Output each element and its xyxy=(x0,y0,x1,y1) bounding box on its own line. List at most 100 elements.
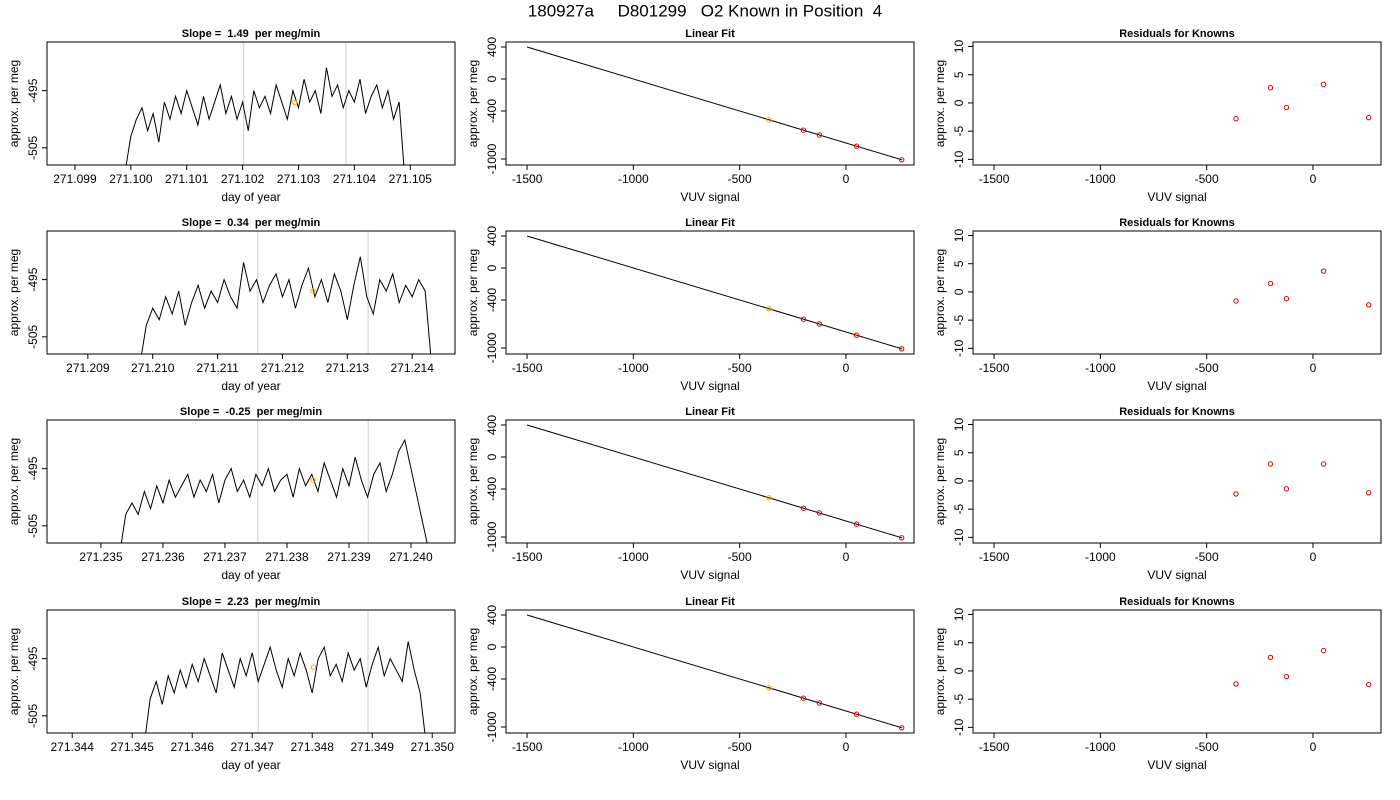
panel: Residuals for Knowns VUV signal approx. pe… xyxy=(933,406,1382,582)
x-tick-label: -500 xyxy=(1195,740,1219,754)
x-axis-label: VUV signal xyxy=(680,190,739,204)
y-tick-label: -400 xyxy=(485,288,499,312)
panel-title: Residuals for Knowns xyxy=(1119,217,1235,229)
x-tick-label: 271.214 xyxy=(390,361,434,375)
x-tick-label: -1500 xyxy=(979,361,1010,375)
panel-title: Linear Fit xyxy=(685,596,735,608)
point xyxy=(800,316,807,322)
highlight-point xyxy=(291,99,298,106)
y-tick-label: 400 xyxy=(485,37,499,57)
plot-frame xyxy=(46,41,456,166)
point xyxy=(816,132,823,138)
x-tick-label: 0 xyxy=(1310,740,1317,754)
x-axis-label: VUV signal xyxy=(1147,190,1206,204)
y-axis-label: approx. per meg xyxy=(466,60,480,147)
y-tick-label: -10 xyxy=(952,150,966,168)
point xyxy=(816,321,823,327)
x-tick-label: -1000 xyxy=(1085,550,1116,564)
point xyxy=(853,332,860,338)
y-tick-label: -400 xyxy=(485,99,499,123)
plot-area xyxy=(141,231,432,354)
point xyxy=(1267,461,1274,467)
x-tick-label: 271.099 xyxy=(53,172,97,186)
y-axis-label: approx. per meg xyxy=(933,628,947,715)
point xyxy=(1283,104,1290,111)
panel: Slope = -0.25 per meg/min day of year appr… xyxy=(7,406,456,582)
point xyxy=(1283,486,1290,492)
x-axis-label: VUV signal xyxy=(680,379,739,393)
x-tick-label: -1000 xyxy=(618,740,649,754)
y-tick-label: -10 xyxy=(952,339,966,357)
y-tick-label: 0 xyxy=(485,643,499,650)
y-tick-label: -5 xyxy=(952,125,966,136)
y-axis-label: approx. per meg xyxy=(933,60,947,147)
plot-frame xyxy=(505,419,915,544)
x-tick-label: -1000 xyxy=(1085,172,1116,186)
point xyxy=(1267,85,1274,91)
y-tick-label: -5 xyxy=(952,503,966,514)
plot-frame xyxy=(972,41,1382,166)
x-axis-label: VUV signal xyxy=(1147,379,1206,393)
x-tick-label: 271.238 xyxy=(265,550,309,564)
panel-title: Linear Fit xyxy=(685,217,735,229)
x-tick-label: 271.212 xyxy=(261,361,305,375)
y-tick-label: -505 xyxy=(26,514,40,538)
x-tick-label: -1500 xyxy=(979,740,1010,754)
y-tick-label: -10 xyxy=(952,528,966,546)
x-axis-label: day of year xyxy=(221,568,280,582)
panel: Slope = 0.34 per meg/min day of year appro… xyxy=(7,217,456,393)
y-tick-label: 400 xyxy=(485,415,499,435)
fit-line xyxy=(526,46,903,161)
x-tick-label: 271.100 xyxy=(109,172,153,186)
point xyxy=(816,700,823,706)
point xyxy=(1320,461,1327,467)
y-tick-label: 10 xyxy=(952,229,966,243)
panel: Slope = 1.49 per meg/min day of year appro… xyxy=(7,28,456,204)
x-tick-label: 271.103 xyxy=(277,172,321,186)
x-tick-label: -1000 xyxy=(618,550,649,564)
x-tick-label: -500 xyxy=(728,740,752,754)
y-tick-label: -505 xyxy=(26,136,40,160)
point xyxy=(898,346,905,352)
x-tick-label: 271.102 xyxy=(221,172,265,186)
x-tick-label: 0 xyxy=(1310,361,1317,375)
x-tick-label: -1500 xyxy=(979,550,1010,564)
point xyxy=(800,695,807,701)
point xyxy=(898,725,905,731)
x-tick-label: 271.237 xyxy=(203,550,247,564)
y-tick-label: 10 xyxy=(952,608,966,622)
x-axis-label: day of year xyxy=(221,379,280,393)
x-tick-label: 271.209 xyxy=(66,361,110,375)
highlight-point xyxy=(310,288,316,294)
x-tick-label: 271.345 xyxy=(111,740,155,754)
y-tick-label: -495 xyxy=(26,78,40,102)
x-tick-label: 0 xyxy=(1310,550,1317,564)
y-tick-label: -1000 xyxy=(485,711,499,742)
x-tick-label: -1500 xyxy=(512,172,543,186)
figure-title: 180927a D801299 O2 Known in Position 4 xyxy=(528,1,882,20)
y-tick-label: 400 xyxy=(485,605,499,625)
x-tick-label: 0 xyxy=(843,740,850,754)
plot-area xyxy=(120,420,428,543)
y-axis-label: approx. per meg xyxy=(7,249,21,336)
y-tick-label: 0 xyxy=(485,453,499,460)
plot-area xyxy=(526,424,905,541)
panel-title: Residuals for Knowns xyxy=(1119,406,1235,418)
point xyxy=(1365,114,1372,121)
x-tick-label: 0 xyxy=(843,361,850,375)
y-tick-label: 10 xyxy=(952,418,966,432)
point xyxy=(1283,296,1290,302)
point xyxy=(816,510,823,516)
y-tick-label: 5 xyxy=(952,71,966,78)
plot-frame xyxy=(972,609,1382,734)
point xyxy=(1233,491,1239,497)
plot-area xyxy=(1233,647,1372,688)
panel: Residuals for Knowns VUV signal approx. pe… xyxy=(933,28,1382,204)
panel: Linear Fit VUV signal approx. per meg -1500… xyxy=(466,217,915,393)
x-tick-label: 271.350 xyxy=(411,740,455,754)
x-axis-label: VUV signal xyxy=(680,568,739,582)
x-tick-label: -500 xyxy=(728,550,752,564)
plot-area xyxy=(125,42,405,165)
plot-frame xyxy=(46,419,456,544)
